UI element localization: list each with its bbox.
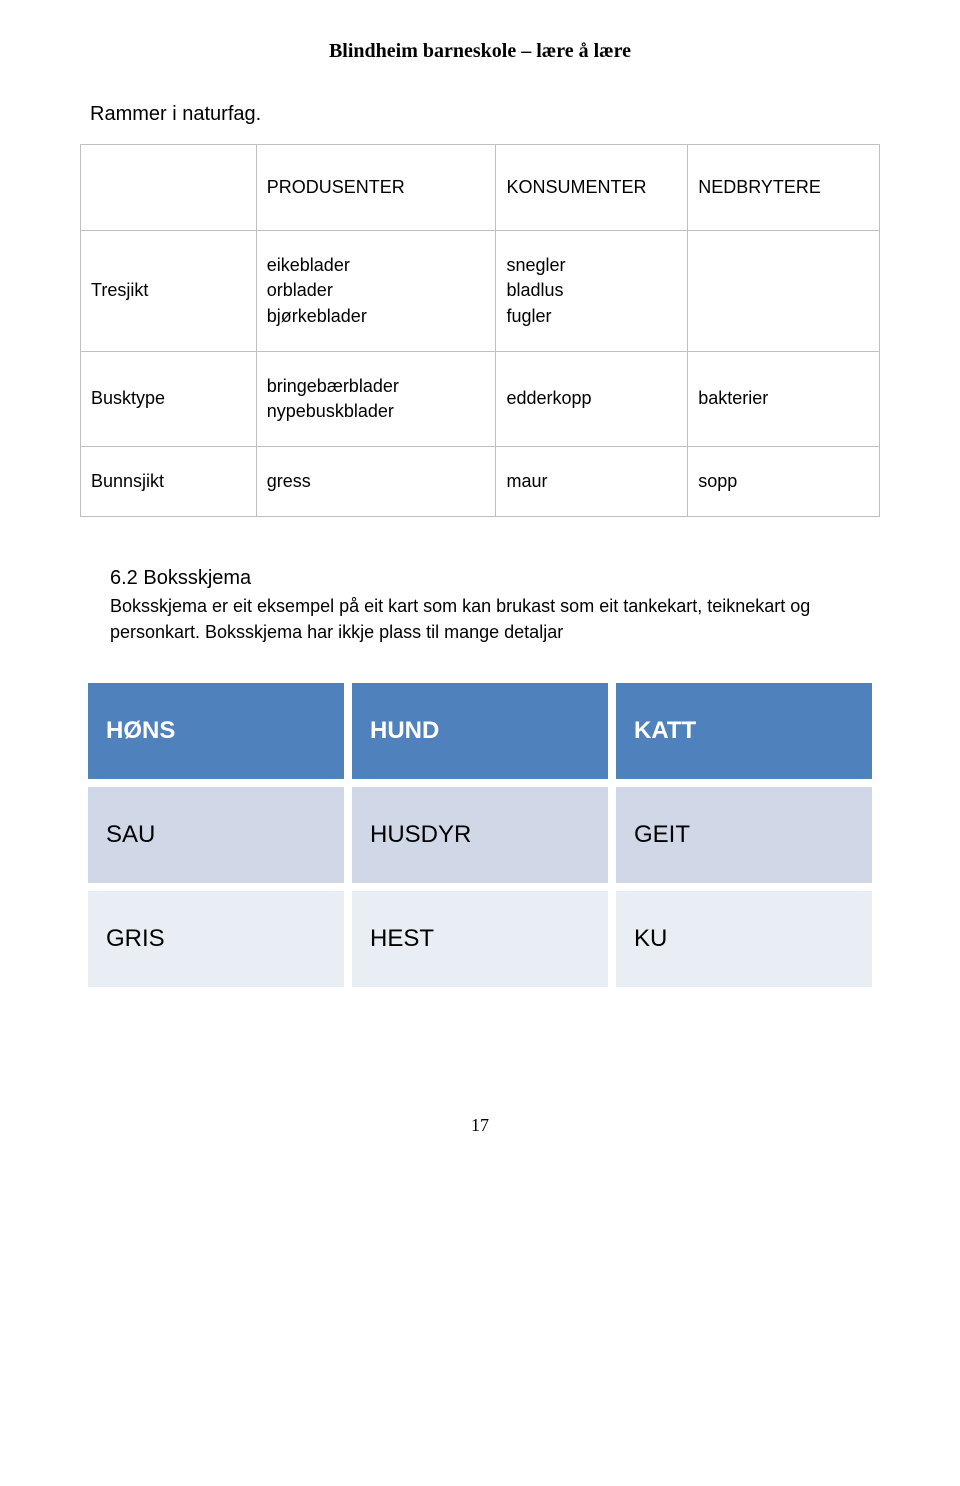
cell-text: NEDBRYTERE <box>698 177 821 197</box>
table-cell: bakterier <box>688 351 880 446</box>
cell-text: gress <box>267 471 311 491</box>
box-cell: SAU <box>88 787 344 883</box>
table-cell: edderkopp <box>496 351 688 446</box>
box-cell: KATT <box>616 683 872 779</box>
cell-text: eikeblader orblader bjørkeblader <box>267 255 367 325</box>
table-row: Tresjikt eikeblader orblader bjørkeblade… <box>81 231 880 352</box>
table-row: GRIS HEST KU <box>88 891 872 987</box>
section-title: Rammer i naturfag. <box>90 103 880 126</box>
table-cell: maur <box>496 447 688 517</box>
table-cell: PRODUSENTER <box>256 145 496 231</box>
cell-text: maur <box>506 471 547 491</box>
box-schema-table: HØNS HUND KATT SAU HUSDYR GEIT GRIS HEST… <box>80 675 880 995</box>
cell-text: snegler bladlus fugler <box>506 255 565 325</box>
cell-text: Busktype <box>91 388 165 408</box>
cell-text: Tresjikt <box>91 280 148 300</box>
cell-text: KONSUMENTER <box>506 177 646 197</box>
table-cell: gress <box>256 447 496 517</box>
page-number: 17 <box>80 1115 880 1136</box>
table-row: Busktype bringebærblader nypebuskblader … <box>81 351 880 446</box>
box-cell: HUND <box>352 683 608 779</box>
box-cell: HEST <box>352 891 608 987</box>
cell-text: edderkopp <box>506 388 591 408</box>
box-cell: HUSDYR <box>352 787 608 883</box>
table-row: PRODUSENTER KONSUMENTER NEDBRYTERE <box>81 145 880 231</box>
table-cell: Bunnsjikt <box>81 447 257 517</box>
table-cell: KONSUMENTER <box>496 145 688 231</box>
table-cell: bringebærblader nypebuskblader <box>256 351 496 446</box>
table-cell: snegler bladlus fugler <box>496 231 688 352</box>
document-header: Blindheim barneskole – lære å lære <box>80 40 880 63</box>
body-text: Boksskjema er eit eksempel på eit kart s… <box>110 594 880 644</box>
cell-text: bakterier <box>698 388 768 408</box>
table-cell <box>81 145 257 231</box>
box-cell: GRIS <box>88 891 344 987</box>
cell-text: Bunnsjikt <box>91 471 164 491</box>
table-cell: eikeblader orblader bjørkeblader <box>256 231 496 352</box>
page: Blindheim barneskole – lære å lære Ramme… <box>0 0 960 1196</box>
cell-text: PRODUSENTER <box>267 177 405 197</box>
table-cell: sopp <box>688 447 880 517</box>
box-cell: HØNS <box>88 683 344 779</box>
table-cell <box>688 231 880 352</box>
table-row: Bunnsjikt gress maur sopp <box>81 447 880 517</box>
table-cell: Busktype <box>81 351 257 446</box>
cell-text: sopp <box>698 471 737 491</box>
table-cell: Tresjikt <box>81 231 257 352</box>
subsection-title: 6.2 Boksskjema <box>110 567 880 590</box>
box-cell: KU <box>616 891 872 987</box>
box-cell: GEIT <box>616 787 872 883</box>
table-row: HØNS HUND KATT <box>88 683 872 779</box>
nature-table: PRODUSENTER KONSUMENTER NEDBRYTERE Tresj… <box>80 144 880 517</box>
cell-text: bringebærblader nypebuskblader <box>267 376 399 421</box>
table-row: SAU HUSDYR GEIT <box>88 787 872 883</box>
table-cell: NEDBRYTERE <box>688 145 880 231</box>
